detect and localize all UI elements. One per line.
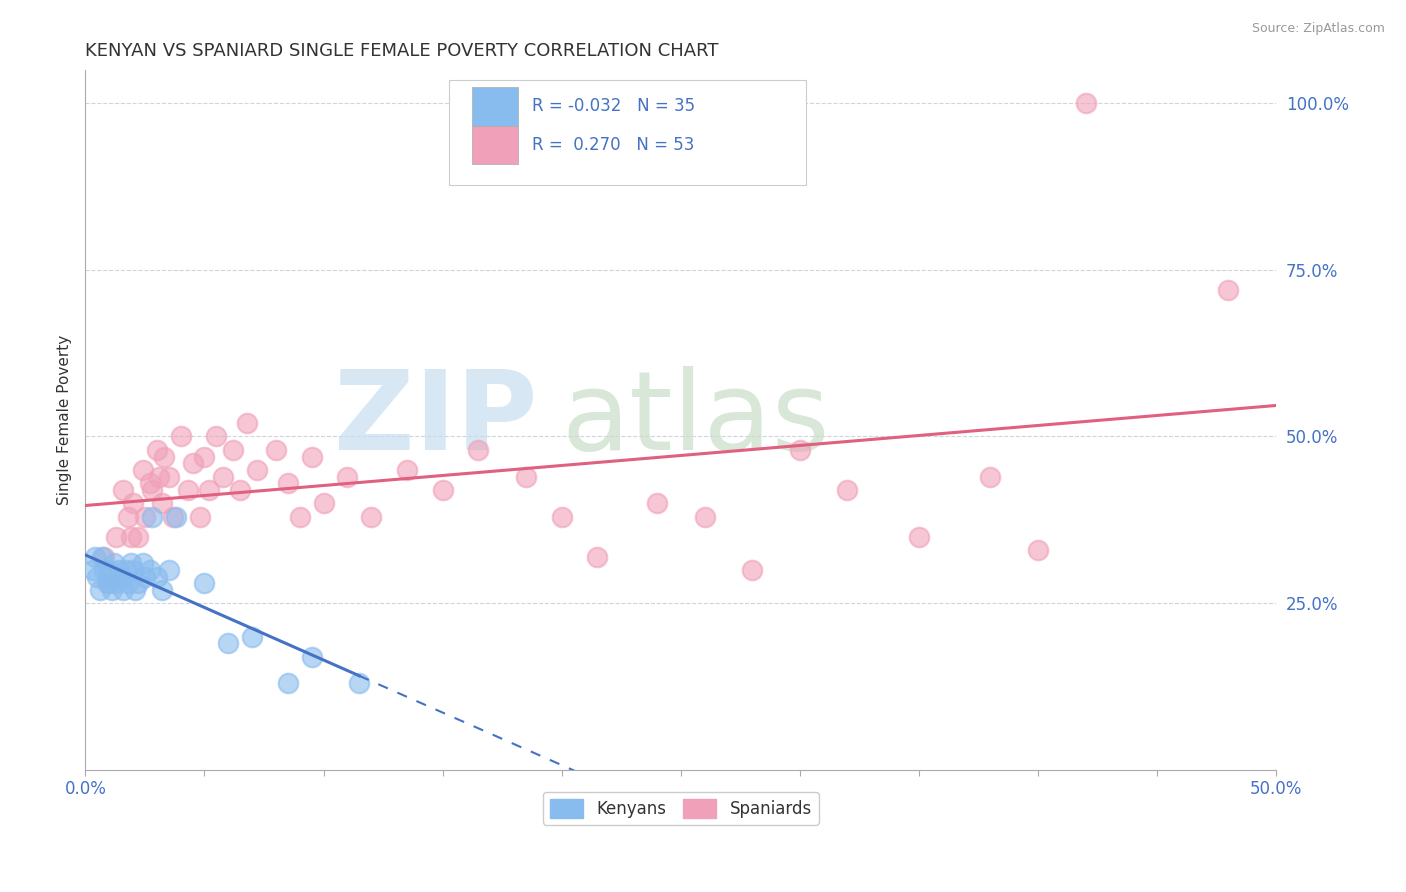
Legend: Kenyans, Spaniards: Kenyans, Spaniards — [543, 792, 818, 825]
Point — [277, 676, 299, 690]
Point — [193, 576, 215, 591]
Point — [122, 496, 145, 510]
Text: R = -0.032   N = 35: R = -0.032 N = 35 — [531, 97, 695, 115]
Point — [96, 576, 118, 591]
Point — [301, 450, 323, 464]
Point — [395, 463, 418, 477]
Text: KENYAN VS SPANIARD SINGLE FEMALE POVERTY CORRELATION CHART: KENYAN VS SPANIARD SINGLE FEMALE POVERTY… — [86, 42, 718, 60]
Point — [165, 509, 187, 524]
Point — [93, 549, 115, 564]
Point — [1074, 95, 1097, 110]
Point — [693, 509, 716, 524]
Point — [105, 576, 128, 591]
Point — [110, 569, 132, 583]
Point — [162, 509, 184, 524]
Point — [122, 563, 145, 577]
Point — [229, 483, 252, 497]
Point — [360, 509, 382, 524]
Point — [138, 476, 160, 491]
Point — [169, 429, 191, 443]
Point — [150, 582, 173, 597]
Point — [148, 469, 170, 483]
Point — [586, 549, 609, 564]
Point — [336, 469, 359, 483]
Point — [98, 576, 121, 591]
Point — [146, 442, 169, 457]
Point — [117, 509, 139, 524]
Point — [349, 676, 371, 690]
Point — [240, 630, 263, 644]
Y-axis label: Single Female Poverty: Single Female Poverty — [58, 334, 72, 505]
Point — [188, 509, 211, 524]
Point — [198, 483, 221, 497]
Point — [115, 563, 138, 577]
Point — [246, 463, 269, 477]
Point — [205, 429, 228, 443]
Point — [193, 450, 215, 464]
Point — [117, 576, 139, 591]
Point — [222, 442, 245, 457]
Point — [124, 582, 146, 597]
Point — [131, 556, 153, 570]
Point — [908, 530, 931, 544]
Point — [120, 556, 142, 570]
Point — [177, 483, 200, 497]
Point — [134, 509, 156, 524]
Point — [127, 530, 149, 544]
Point — [432, 483, 454, 497]
Point — [979, 469, 1001, 483]
Point — [741, 563, 763, 577]
Point — [789, 442, 811, 457]
Point — [550, 509, 572, 524]
FancyBboxPatch shape — [449, 80, 806, 186]
Point — [146, 569, 169, 583]
Point — [134, 569, 156, 583]
Point — [93, 563, 115, 577]
Point — [120, 530, 142, 544]
Point — [105, 530, 128, 544]
Point — [1218, 283, 1240, 297]
Text: atlas: atlas — [561, 367, 830, 474]
Point — [264, 442, 287, 457]
Point — [515, 469, 537, 483]
Point — [217, 636, 239, 650]
Point — [181, 456, 204, 470]
Point — [141, 509, 163, 524]
FancyBboxPatch shape — [472, 87, 517, 126]
Point — [112, 582, 135, 597]
Point — [212, 469, 235, 483]
Point — [86, 569, 108, 583]
Point — [100, 582, 122, 597]
Point — [103, 556, 125, 570]
Point — [301, 649, 323, 664]
Text: Source: ZipAtlas.com: Source: ZipAtlas.com — [1251, 22, 1385, 36]
Point — [82, 563, 104, 577]
Point — [107, 563, 129, 577]
FancyBboxPatch shape — [472, 126, 517, 164]
Point — [153, 450, 176, 464]
Point — [157, 563, 180, 577]
Point — [131, 463, 153, 477]
Point — [467, 442, 489, 457]
Point — [141, 483, 163, 497]
Point — [312, 496, 335, 510]
Point — [112, 483, 135, 497]
Point — [98, 563, 121, 577]
Point — [236, 416, 259, 430]
Point — [150, 496, 173, 510]
Point — [127, 576, 149, 591]
Point — [1026, 542, 1049, 557]
Point — [138, 563, 160, 577]
Point — [645, 496, 668, 510]
Point — [288, 509, 311, 524]
Point — [89, 582, 111, 597]
Point — [157, 469, 180, 483]
Point — [83, 549, 105, 564]
Point — [277, 476, 299, 491]
Point — [837, 483, 859, 497]
Text: R =  0.270   N = 53: R = 0.270 N = 53 — [531, 136, 695, 154]
Text: ZIP: ZIP — [335, 367, 538, 474]
Point — [91, 549, 114, 564]
Point — [98, 569, 121, 583]
